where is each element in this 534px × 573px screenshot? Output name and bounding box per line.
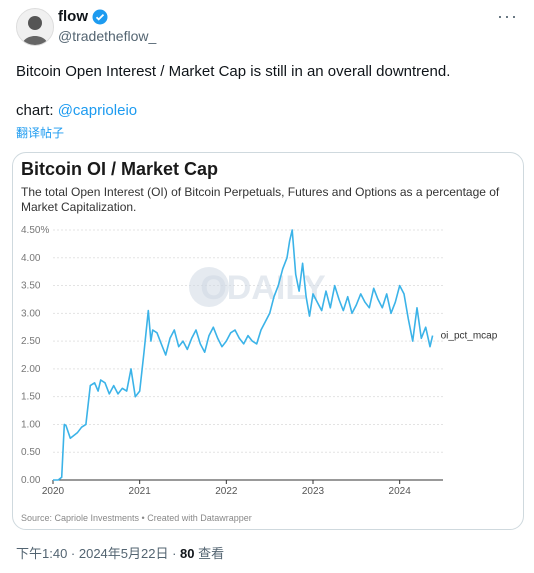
- tweet-text: Bitcoin Open Interest / Market Cap is st…: [16, 63, 451, 80]
- display-name[interactable]: flow: [58, 8, 88, 25]
- avatar[interactable]: [16, 8, 54, 46]
- y-tick-label: 0.50: [21, 447, 41, 458]
- views-label: 查看: [194, 546, 225, 561]
- y-tick-label: 1.50: [21, 392, 41, 403]
- chart-credit-prefix: chart:: [16, 102, 58, 119]
- series-line: [53, 229, 434, 481]
- x-tick-label: 2020: [42, 486, 65, 497]
- translate-post-link[interactable]: 翻译帖子: [16, 126, 65, 140]
- x-tick-label: 2024: [389, 486, 412, 497]
- series-label: oi_pct_mcap: [441, 330, 498, 341]
- verified-badge-icon: [92, 9, 108, 25]
- x-tick-label: 2022: [215, 486, 238, 497]
- y-tick-label: 2.00: [21, 364, 41, 375]
- y-tick-label: 4.00: [21, 253, 41, 264]
- oi-market-cap-chart: 0.00 0.50 1.00 1.50 2.00 2.50 3.00 3.50 4.00 4.50…: [21, 225, 498, 497]
- x-tick-label: 2021: [129, 486, 152, 497]
- user-handle[interactable]: @tradetheflow_: [58, 28, 157, 44]
- more-icon[interactable]: ···: [497, 6, 518, 26]
- tweet-meta: 下午1:40 · 2024年5月22日 · 80 查看: [16, 543, 224, 562]
- y-tick-label: 4.50%: [21, 225, 49, 236]
- chart-title: Bitcoin OI / Market Cap: [21, 159, 219, 179]
- views-count: 80: [180, 546, 195, 561]
- y-tick-label: 3.00: [21, 308, 41, 319]
- y-tick-label: 3.50: [21, 281, 41, 292]
- chart-card[interactable]: Bitcoin OI / Market Cap The total Open I…: [12, 152, 524, 530]
- watermark-logo: [189, 267, 229, 307]
- y-tick-label: 0.00: [21, 475, 41, 486]
- chart-subtitle: The total Open Interest (OI) of Bitcoin …: [21, 185, 500, 214]
- y-tick-label: 2.50: [21, 336, 41, 347]
- mention-link[interactable]: @caprioleio: [57, 102, 138, 119]
- timestamp[interactable]: 下午1:40 · 2024年5月22日 ·: [16, 546, 181, 561]
- tweet-chart-credit: chart: @caprioleio: [16, 102, 137, 119]
- x-tick-label: 2023: [302, 486, 325, 497]
- display-name-row: flow: [58, 8, 108, 25]
- chart-source: Source: Capriole Investments • Created w…: [21, 513, 252, 523]
- y-tick-label: 1.00: [21, 419, 41, 430]
